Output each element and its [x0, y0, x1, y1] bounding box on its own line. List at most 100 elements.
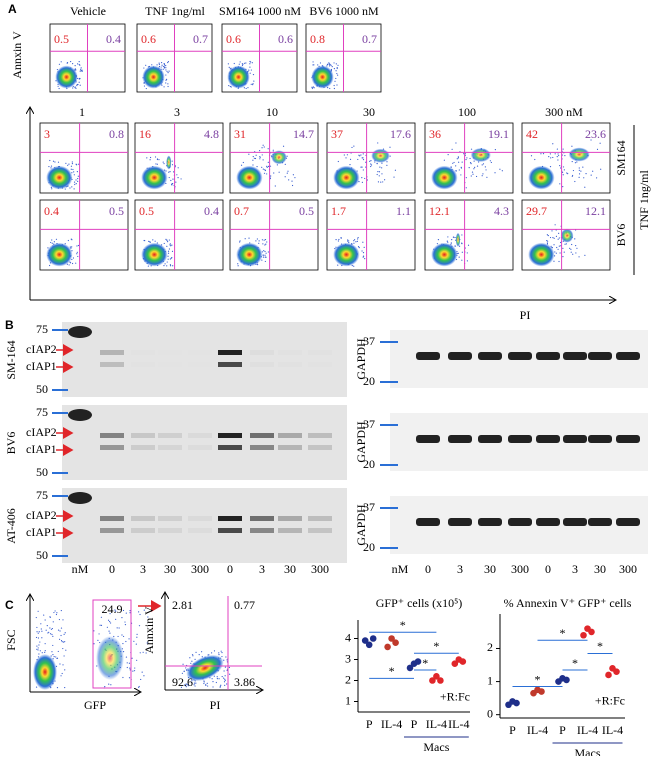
event-dot — [211, 652, 213, 654]
x-tick-label: P — [559, 723, 566, 737]
event-dot — [167, 250, 170, 252]
event-dot — [562, 148, 564, 150]
event-dot — [108, 683, 110, 685]
band — [218, 516, 242, 521]
event-dot — [38, 644, 40, 646]
population — [528, 165, 555, 190]
event-dot — [549, 236, 552, 239]
event-dot — [146, 642, 148, 644]
band — [308, 516, 332, 521]
event-dot — [138, 625, 141, 627]
event-dot — [129, 610, 131, 612]
y-tick-label: 3 — [345, 651, 351, 665]
event-dot — [252, 164, 254, 166]
event-dot — [253, 157, 255, 159]
lane-label: 30 — [284, 562, 296, 576]
band — [158, 516, 182, 521]
event-dot — [378, 175, 380, 177]
event-dot — [156, 64, 158, 66]
population — [55, 65, 78, 89]
data-point — [369, 635, 377, 642]
event-dot — [56, 612, 58, 614]
event-dot — [45, 629, 47, 631]
event-dot — [335, 239, 337, 241]
event-dot — [109, 621, 111, 623]
event-dot — [547, 234, 549, 237]
event-dot — [248, 237, 250, 239]
event-dot — [78, 163, 80, 165]
event-dot — [455, 165, 457, 167]
event-dot — [546, 240, 549, 242]
size-marker: 20 — [363, 374, 375, 388]
event-dot — [252, 83, 254, 86]
event-dot — [258, 242, 260, 244]
event-dot — [338, 238, 340, 241]
event-dot — [67, 239, 69, 242]
quadrant-value: 92.6 — [172, 675, 193, 689]
band — [588, 352, 612, 360]
event-dot — [249, 60, 251, 63]
band — [100, 445, 124, 450]
event-dot — [165, 79, 167, 81]
event-dot — [580, 170, 582, 172]
event-dot — [596, 148, 599, 150]
event-dot — [247, 87, 249, 89]
event-dot — [458, 161, 460, 163]
event-dot — [143, 67, 145, 69]
event-dot — [203, 682, 205, 685]
event-dot — [453, 161, 455, 164]
event-dot — [242, 161, 244, 164]
event-dot — [256, 238, 258, 240]
event-dot — [261, 147, 263, 149]
band — [100, 516, 124, 521]
event-dot — [578, 176, 580, 178]
size-marker: 75 — [36, 322, 48, 336]
event-dot — [286, 155, 288, 157]
significance: * — [597, 639, 603, 653]
event-dot — [60, 609, 62, 612]
event-dot — [469, 157, 471, 160]
event-dot — [76, 171, 78, 173]
data-point — [388, 635, 395, 642]
event-dot — [558, 237, 560, 239]
event-dot — [198, 653, 200, 656]
event-dot — [343, 154, 345, 156]
lane-label: 0 — [425, 562, 431, 576]
event-dot — [62, 664, 64, 666]
event-dot — [71, 262, 74, 265]
event-dot — [143, 675, 145, 677]
data-point — [580, 631, 587, 639]
event-dot — [450, 242, 453, 244]
data-point — [361, 637, 369, 644]
event-dot — [360, 154, 362, 156]
event-dot — [370, 165, 372, 168]
band — [416, 352, 440, 360]
event-dot — [564, 154, 566, 157]
event-dot — [252, 73, 255, 76]
event-dot — [501, 170, 503, 172]
size-marker: 37 — [363, 417, 375, 431]
event-dot — [186, 683, 188, 686]
event-dot — [75, 262, 77, 264]
event-dot — [78, 78, 80, 80]
quadrant-value: 1.1 — [396, 204, 411, 218]
event-dot — [364, 177, 366, 180]
event-dot — [259, 150, 261, 152]
band — [563, 518, 587, 526]
quadrant-value: 0.4 — [204, 204, 219, 218]
event-dot — [333, 68, 335, 70]
event-dot — [77, 244, 80, 247]
event-dot — [468, 167, 470, 169]
band — [158, 350, 182, 355]
lane-label: 30 — [164, 562, 176, 576]
loading-label: GAPDH — [354, 504, 368, 546]
event-dot — [562, 247, 564, 249]
event-dot — [558, 154, 560, 157]
band — [308, 362, 332, 367]
event-dot — [330, 64, 332, 66]
event-dot — [207, 685, 209, 687]
event-dot — [576, 161, 578, 163]
group-label: Macs — [423, 740, 449, 754]
event-dot — [71, 246, 73, 248]
event-dot — [60, 675, 62, 677]
